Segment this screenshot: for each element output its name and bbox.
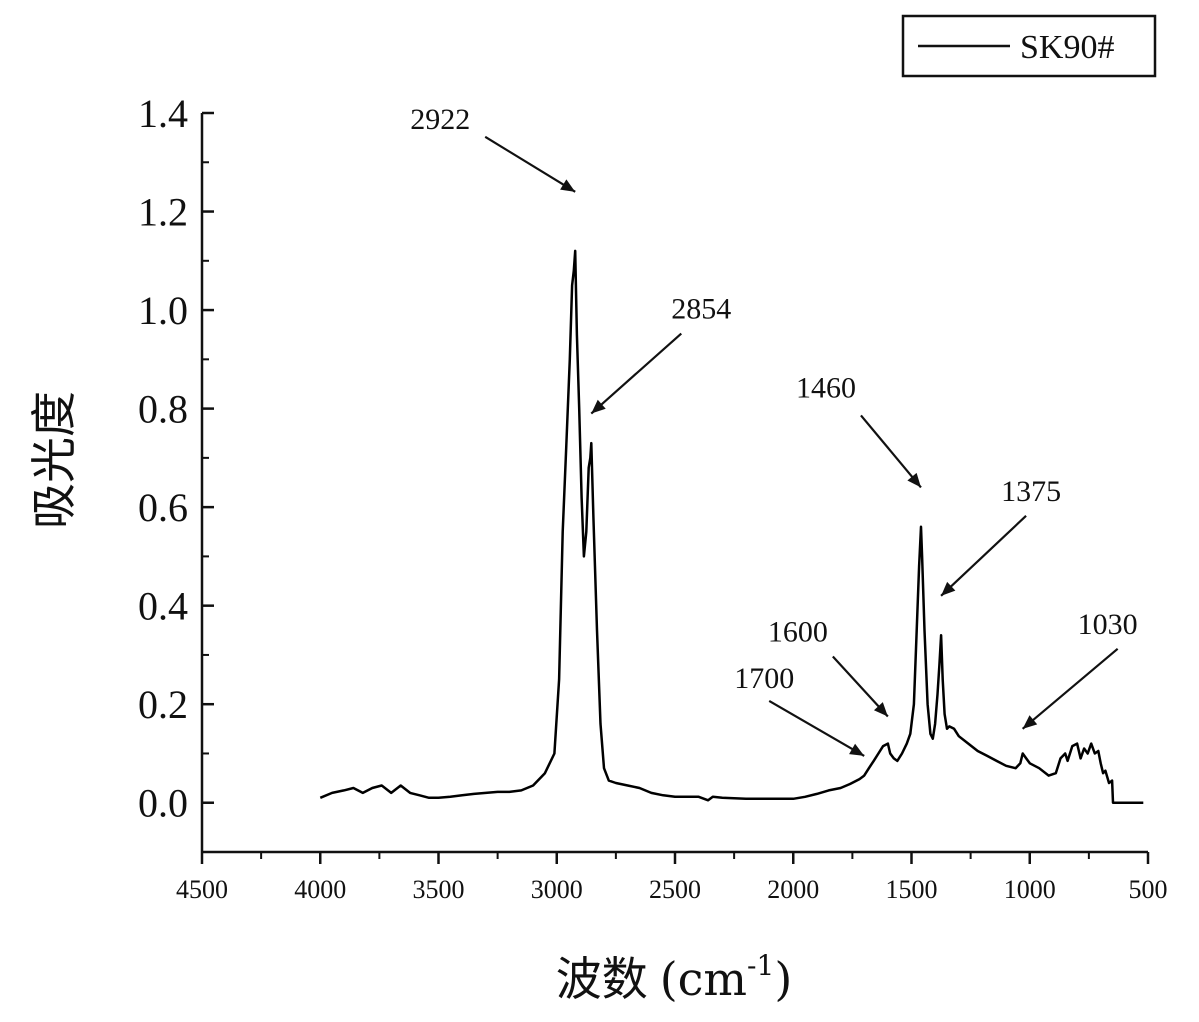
annotations-layer: 2922 2854 1460 1375 1700 1600 1030 [410, 103, 1138, 757]
annotation-label: 2922 [410, 103, 470, 136]
annotation-label: 1375 [1001, 475, 1061, 508]
x-tick-label: 1000 [1004, 875, 1056, 904]
x-tick-label: 4000 [294, 875, 346, 904]
annotation-label: 1700 [734, 662, 794, 695]
annotation-arrow-head [1022, 715, 1038, 729]
series-layer [319, 249, 1144, 804]
x-tick-label: 500 [1129, 875, 1168, 904]
annotation-arrow-head [907, 472, 921, 488]
x-axis-unit-superscript: -1 [747, 949, 774, 982]
y-tick-label: 0.4 [138, 584, 188, 629]
annotation-arrow-line [768, 699, 865, 757]
annotation-arrow-head [849, 743, 865, 756]
y-axis-title: 吸光度 [27, 391, 81, 529]
annotation-arrow-head [560, 179, 576, 192]
annotation-arrow-head [591, 399, 606, 414]
y-tick-label: 1.4 [138, 91, 188, 136]
x-tick-label: 2500 [649, 875, 701, 904]
x-ticks: 4500 4000 3500 3000 2500 2000 1500 1000 500 [176, 852, 1168, 904]
x-tick-label: 4500 [176, 875, 228, 904]
annotation-arrow-line [940, 515, 1027, 597]
y-tick-label: 0.6 [138, 485, 188, 530]
annotation-label: 1460 [796, 371, 856, 404]
annotation-arrow-line [860, 414, 922, 489]
x-tick-label: 3000 [531, 875, 583, 904]
x-axis-unit-close: ) [774, 952, 792, 1006]
x-tick-label: 2000 [767, 875, 819, 904]
annotation-label: 2854 [671, 293, 731, 326]
legend-label: SK90# [1020, 29, 1114, 66]
y-tick-label: 0.0 [138, 781, 188, 826]
x-axis-unit: (cm [660, 952, 747, 1006]
x-axis-title: 波数 (cm-1) [556, 949, 793, 1006]
y-tick-label: 1.0 [138, 288, 188, 333]
annotation-arrow-line [484, 135, 576, 193]
annotation-label: 1600 [768, 616, 828, 649]
series-line-sk90 [319, 249, 1144, 804]
x-axis-title-text: 波数 [556, 952, 648, 1006]
legend: SK90# [901, 14, 1157, 78]
annotation-arrow-line [1021, 647, 1119, 730]
y-tick-label: 0.2 [138, 682, 188, 727]
annotation-arrow-head [941, 581, 956, 596]
x-tick-label: 3500 [413, 875, 465, 904]
y-tick-label: 1.2 [138, 190, 188, 235]
y-tick-label: 0.8 [138, 387, 188, 432]
annotation-arrow-line [590, 332, 683, 415]
y-ticks: 0.0 0.2 0.4 0.6 0.8 1.0 1.2 1.4 [138, 91, 214, 853]
x-tick-label: 1500 [886, 875, 938, 904]
annotation-label: 1030 [1078, 608, 1138, 641]
annotation-arrow-head [873, 702, 888, 717]
svg-text:波数(cm-1): 波数 (cm-1) [556, 949, 793, 1006]
